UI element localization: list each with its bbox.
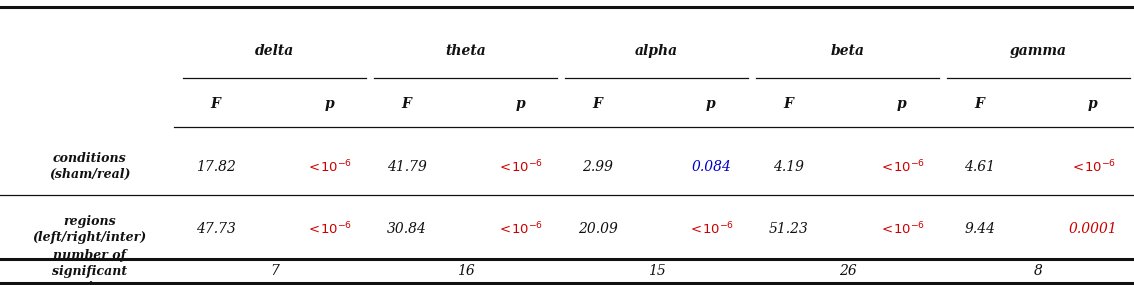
Text: $<\!10^{-6}$: $<\!10^{-6}$	[688, 221, 734, 238]
Text: 51.23: 51.23	[769, 222, 809, 237]
Text: p: p	[897, 97, 907, 111]
Text: delta: delta	[255, 44, 295, 58]
Text: F: F	[784, 97, 794, 111]
Text: 20.09: 20.09	[577, 222, 618, 237]
Text: 9.44: 9.44	[964, 222, 995, 237]
Text: 15: 15	[648, 264, 666, 278]
Text: F: F	[401, 97, 412, 111]
Text: regions
(left/right/inter): regions (left/right/inter)	[33, 215, 146, 244]
Text: 41.79: 41.79	[387, 160, 426, 174]
Text: 16: 16	[457, 264, 474, 278]
Text: theta: theta	[446, 44, 486, 58]
Text: 0.0001: 0.0001	[1068, 222, 1117, 237]
Text: F: F	[974, 97, 984, 111]
Text: 26: 26	[839, 264, 856, 278]
Text: 0.084: 0.084	[691, 160, 731, 174]
Text: p: p	[324, 97, 333, 111]
Text: 4.61: 4.61	[964, 160, 995, 174]
Text: 2.99: 2.99	[582, 160, 613, 174]
Text: F: F	[593, 97, 602, 111]
Text: 7: 7	[270, 264, 279, 278]
Text: $<\!10^{-6}$: $<\!10^{-6}$	[306, 158, 353, 175]
Text: $<\!10^{-6}$: $<\!10^{-6}$	[879, 221, 925, 238]
Text: p: p	[1089, 97, 1098, 111]
Text: $<\!10^{-6}$: $<\!10^{-6}$	[306, 221, 353, 238]
Text: F: F	[211, 97, 221, 111]
Text: number of
significant
pairs: number of significant pairs	[52, 249, 127, 285]
Text: $<\!10^{-6}$: $<\!10^{-6}$	[1069, 158, 1116, 175]
Text: 4.19: 4.19	[773, 160, 804, 174]
Text: 47.73: 47.73	[196, 222, 236, 237]
Text: 30.84: 30.84	[387, 222, 426, 237]
Text: $<\!10^{-6}$: $<\!10^{-6}$	[879, 158, 925, 175]
Text: $<\!10^{-6}$: $<\!10^{-6}$	[497, 158, 543, 175]
Text: beta: beta	[830, 44, 864, 58]
Text: $<\!10^{-6}$: $<\!10^{-6}$	[497, 221, 543, 238]
Text: 17.82: 17.82	[196, 160, 236, 174]
Text: gamma: gamma	[1010, 44, 1067, 58]
Text: p: p	[706, 97, 716, 111]
Text: conditions
(sham/real): conditions (sham/real)	[49, 152, 130, 181]
Text: alpha: alpha	[635, 44, 678, 58]
Text: 8: 8	[1034, 264, 1043, 278]
Text: p: p	[515, 97, 525, 111]
